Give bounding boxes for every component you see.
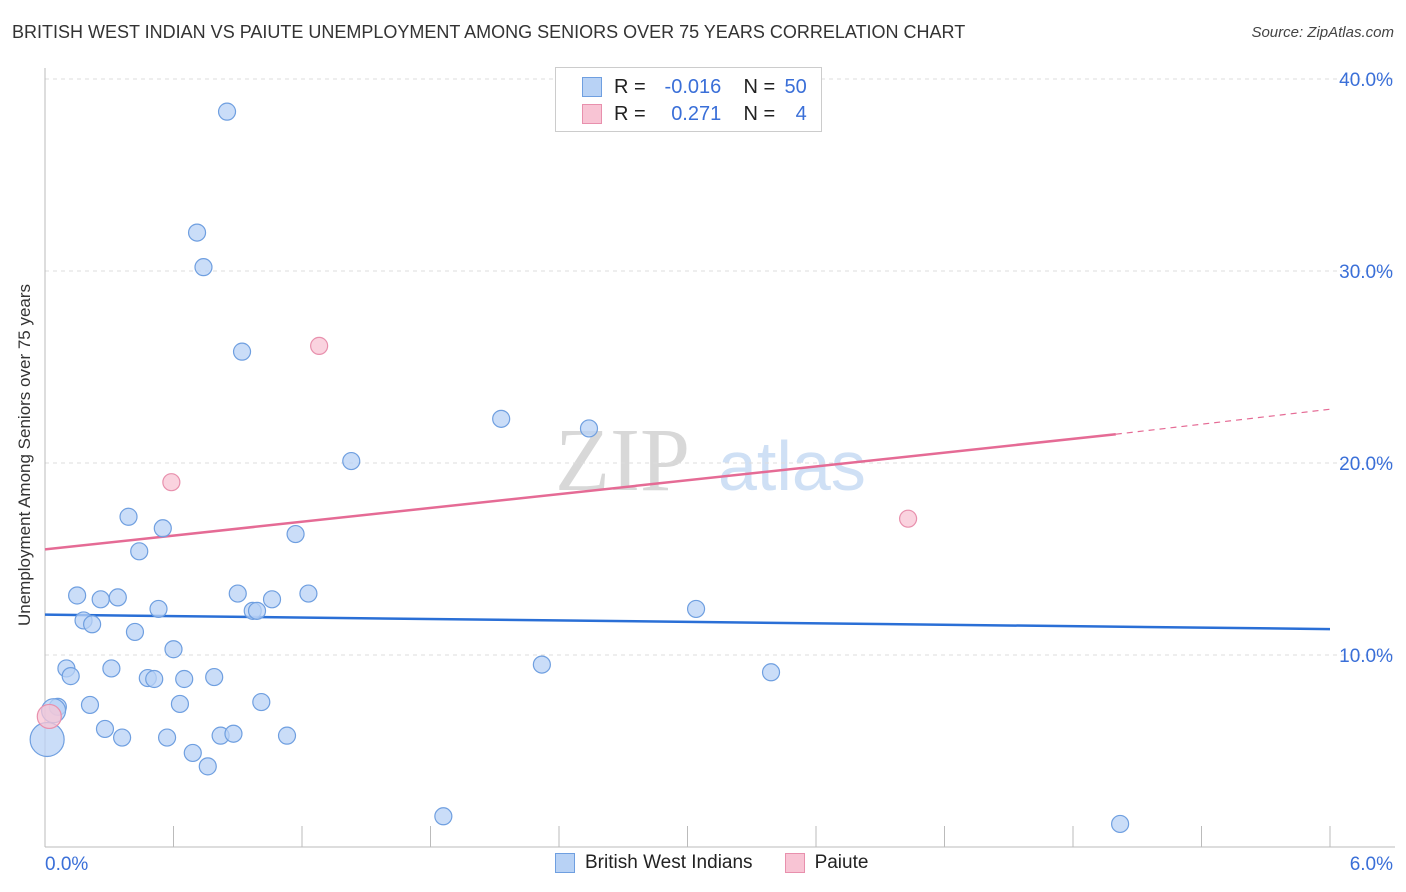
data-point-british-west-indians <box>434 807 453 826</box>
data-point-british-west-indians <box>286 524 305 544</box>
x-tick-label: 0.0% <box>45 854 88 875</box>
trend-line-extension-paiute <box>1115 408 1331 435</box>
data-point-british-west-indians <box>183 743 202 763</box>
pink-swatch-icon <box>582 104 602 124</box>
data-point-british-west-indians <box>61 667 80 686</box>
blue-swatch-icon <box>582 77 602 97</box>
source-label: Source: ZipAtlas.com <box>1251 24 1394 41</box>
data-point-british-west-indians <box>91 590 110 609</box>
data-point-british-west-indians <box>68 586 87 605</box>
data-point-british-west-indians <box>217 102 237 121</box>
blue-swatch-icon <box>555 853 575 873</box>
data-point-paiute <box>162 473 181 492</box>
y-tick-label: 20.0% <box>1339 454 1393 475</box>
data-point-british-west-indians <box>164 640 183 659</box>
data-point-british-west-indians <box>149 599 168 619</box>
data-point-british-west-indians <box>130 542 149 561</box>
data-point-british-west-indians <box>157 728 177 747</box>
r-label: R = <box>614 102 646 125</box>
data-point-british-west-indians <box>262 590 282 609</box>
legend-label-british-west-indians: British West Indians <box>585 852 753 873</box>
y-tick-label: 10.0% <box>1339 646 1393 667</box>
x-tick-label: 6.0% <box>1350 854 1393 875</box>
legend-row-british-west-indians: R = -0.016 N = 50 <box>582 74 807 100</box>
data-point-british-west-indians <box>232 342 252 361</box>
data-point-british-west-indians <box>83 615 102 634</box>
data-point-british-west-indians <box>1111 814 1130 834</box>
legend: R = -0.016 N = 50 R = 0.271 N = 4 <box>555 67 822 132</box>
data-point-british-west-indians <box>145 669 164 689</box>
data-point-british-west-indians <box>170 694 190 714</box>
data-point-paiute <box>310 336 329 355</box>
data-point-british-west-indians <box>228 584 247 603</box>
data-point-british-west-indians <box>224 724 243 743</box>
r-label: R = <box>614 75 646 98</box>
data-point-british-west-indians <box>194 258 213 277</box>
trend-line-british-west-indians <box>44 613 1331 631</box>
data-point-british-west-indians <box>299 584 318 603</box>
y-axis-label: Unemployment Among Seniors over 75 years <box>15 284 34 626</box>
data-point-paiute <box>36 703 62 730</box>
data-point-paiute <box>898 509 918 528</box>
trend-line-paiute <box>44 432 1116 551</box>
data-point-british-west-indians <box>102 659 121 678</box>
data-point-british-west-indians <box>686 599 706 619</box>
y-tick-label: 30.0% <box>1339 262 1393 283</box>
data-point-british-west-indians <box>252 692 271 712</box>
data-point-british-west-indians <box>125 622 145 642</box>
n-value: 4 <box>795 102 807 125</box>
data-point-british-west-indians <box>579 419 599 438</box>
data-point-british-west-indians <box>205 667 224 687</box>
y-tick-label: 40.0% <box>1339 70 1393 91</box>
data-point-british-west-indians <box>198 757 217 776</box>
data-point-british-west-indians <box>112 728 132 747</box>
data-point-british-west-indians <box>175 669 194 689</box>
data-point-british-west-indians <box>247 601 267 620</box>
data-point-british-west-indians <box>492 409 511 428</box>
data-point-british-west-indians <box>532 655 551 674</box>
r-value: 0.271 <box>671 102 722 125</box>
data-point-british-west-indians <box>277 726 297 745</box>
data-point-british-west-indians <box>342 451 361 471</box>
data-point-british-west-indians <box>80 695 100 715</box>
data-point-british-west-indians <box>153 519 172 538</box>
data-point-british-west-indians <box>761 663 781 682</box>
n-value: 50 <box>784 75 807 98</box>
data-point-british-west-indians <box>95 719 115 739</box>
data-point-british-west-indians <box>119 507 138 526</box>
r-value: -0.016 <box>664 75 722 98</box>
data-point-british-west-indians <box>108 588 127 607</box>
pink-swatch-icon <box>784 853 805 873</box>
legend-row-paiute: R = 0.271 N = 4 <box>582 101 807 127</box>
n-label: N = <box>743 102 776 125</box>
data-point-british-west-indians <box>187 223 207 242</box>
bottom-legend: British West Indians Paiute <box>555 852 868 874</box>
n-label: N = <box>743 75 776 98</box>
chart-title: BRITISH WEST INDIAN VS PAIUTE UNEMPLOYME… <box>12 22 966 42</box>
watermark-atlas: atlas <box>718 427 866 505</box>
watermark-zip: ZIP <box>555 411 690 510</box>
legend-label-paiute: Paiute <box>814 852 869 873</box>
